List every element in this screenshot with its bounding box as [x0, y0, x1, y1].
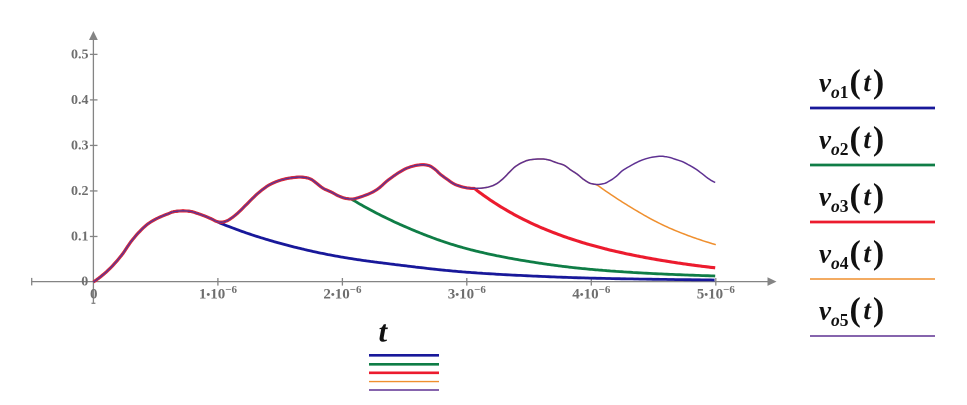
- svg-text:0.5: 0.5: [71, 47, 89, 62]
- svg-text:vo3(t): vo3(t): [819, 178, 884, 217]
- svg-text:1•10−6: 1•10−6: [199, 284, 238, 302]
- svg-text:vo2(t): vo2(t): [819, 121, 884, 160]
- svg-text:vo1(t): vo1(t): [819, 64, 884, 103]
- svg-text:0.1: 0.1: [71, 229, 89, 244]
- svg-text:0: 0: [81, 274, 88, 289]
- svg-text:vo5(t): vo5(t): [819, 292, 884, 331]
- svg-text:0.2: 0.2: [71, 184, 89, 199]
- svg-text:0.4: 0.4: [71, 93, 89, 108]
- svg-text:0.3: 0.3: [71, 138, 89, 153]
- svg-text:0: 0: [90, 287, 98, 303]
- svg-text:vo4(t): vo4(t): [819, 235, 884, 274]
- svg-text:t: t: [379, 314, 389, 349]
